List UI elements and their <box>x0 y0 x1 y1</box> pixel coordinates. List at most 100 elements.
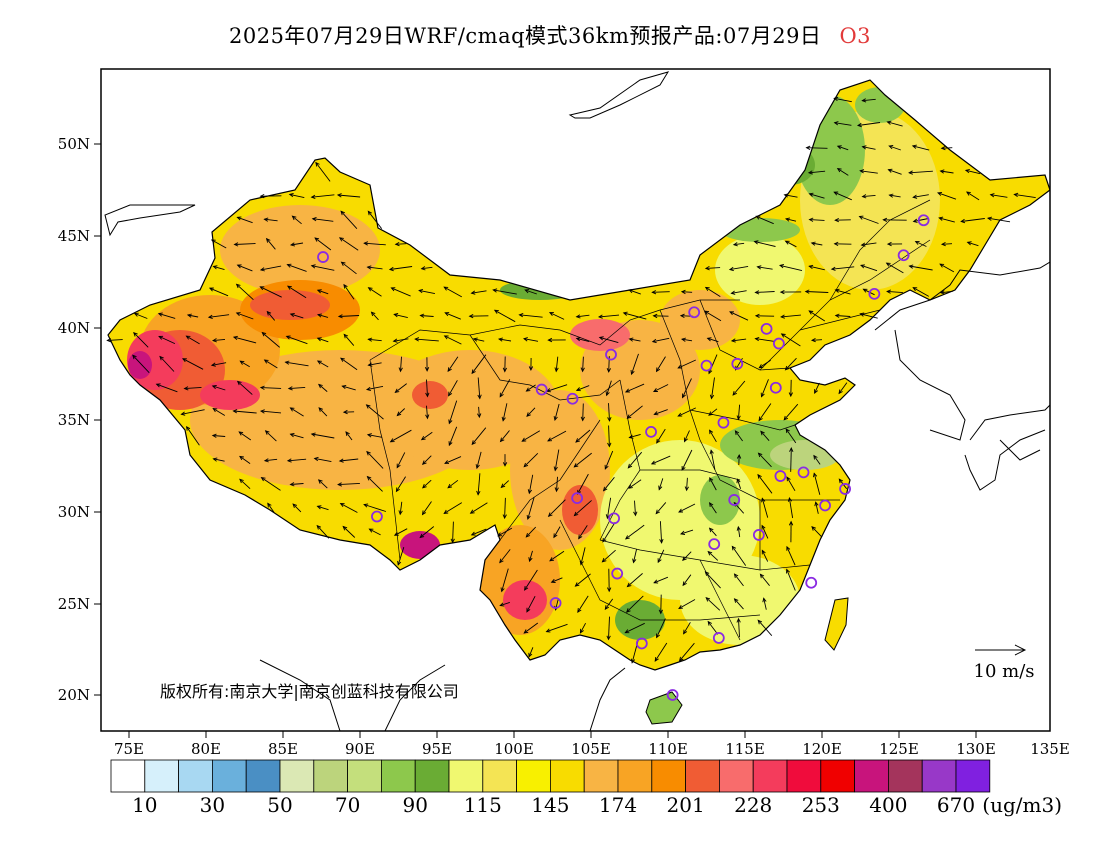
wind-arrow <box>499 549 511 564</box>
wind-arrow <box>757 473 773 494</box>
x-tick-label: 90E <box>345 740 375 758</box>
x-tick-label: 95E <box>422 740 452 758</box>
wind-arrow <box>838 382 848 395</box>
station-marker <box>819 499 831 512</box>
wind-arrow <box>780 314 801 319</box>
wind-arrow <box>367 210 383 229</box>
wind-arrow <box>420 431 433 441</box>
x-tick-label: 100E <box>494 740 534 758</box>
legend-swatch <box>482 759 517 793</box>
wind-arrow <box>940 242 953 247</box>
wind-arrow <box>677 359 696 369</box>
wind-arrow <box>499 379 511 398</box>
legend-swatch <box>752 759 788 793</box>
wind-arrow <box>574 573 591 587</box>
wind-arrow <box>232 409 257 414</box>
wind-arrow <box>287 386 306 391</box>
wind-arrow <box>939 290 954 295</box>
legend-swatch <box>380 759 416 793</box>
wind-arrow <box>604 598 614 610</box>
wind-arrow <box>396 408 406 417</box>
wind-arrow <box>502 497 507 520</box>
station-marker <box>549 597 562 609</box>
wind-arrow <box>394 383 407 394</box>
wind-arrow <box>238 431 252 441</box>
wind-arrow <box>259 409 282 414</box>
legend-swatch <box>550 759 585 793</box>
wind-arrow <box>261 331 280 348</box>
wind-arrow <box>499 430 510 443</box>
y-axis-ticks <box>94 143 101 696</box>
wind-arrow <box>180 409 205 416</box>
wind-arrow <box>316 360 329 368</box>
wind-arrow <box>960 218 985 224</box>
wind-arrow <box>754 336 775 342</box>
y-tick-label: 45N <box>58 227 90 245</box>
wind-arrow <box>340 357 358 371</box>
wind-arrow <box>860 242 877 247</box>
wind-arrow <box>395 476 406 493</box>
legend-tick-label: 253 <box>802 793 840 817</box>
wind-arrow <box>656 428 666 444</box>
wind-arrow <box>259 385 282 390</box>
wind-arrow <box>940 146 953 151</box>
wind-arrow <box>677 407 696 417</box>
wind-arrow <box>211 433 226 438</box>
wind-arrow <box>859 312 878 319</box>
wind-reference-label: 10 m/s <box>974 661 1035 682</box>
wind-arrow <box>366 475 383 492</box>
wind-arrow <box>367 337 382 342</box>
wind-arrow <box>709 429 717 443</box>
station-marker <box>566 392 579 405</box>
wind-arrow <box>343 333 355 346</box>
wind-arrow <box>338 458 359 463</box>
wind-arrow <box>888 145 901 151</box>
wind-arrow <box>315 161 331 182</box>
wind-arrow <box>680 289 693 295</box>
wind-arrow <box>502 454 508 467</box>
wind-arrow <box>549 550 565 562</box>
wind-arrow <box>398 501 403 516</box>
wind-arrow <box>501 403 508 422</box>
wind-arrow <box>208 287 229 297</box>
wind-arrow <box>239 478 251 490</box>
wind-arrow <box>545 623 568 633</box>
wind-arrow <box>632 549 637 564</box>
wind-arrow <box>259 265 282 272</box>
wind-arrow <box>658 594 664 615</box>
wind-arrow <box>607 403 612 422</box>
y-tick-label: 50N <box>58 135 90 153</box>
wind-arrow <box>236 216 253 224</box>
wind-arrow <box>707 620 719 635</box>
wind-arrow <box>605 380 612 397</box>
wind-arrow <box>833 121 852 126</box>
wind-arrow <box>337 482 360 487</box>
wind-arrow <box>284 360 309 367</box>
station-marker <box>797 466 810 479</box>
wind-arrow <box>736 525 741 538</box>
wind-arrow <box>398 356 403 373</box>
wind-arrow <box>553 403 560 421</box>
wind-arrow <box>808 264 825 271</box>
station-marker <box>571 492 584 505</box>
wind-arrow <box>450 521 455 544</box>
wind-arrow <box>548 312 565 320</box>
station-marker <box>769 381 782 394</box>
wind-arrow <box>554 356 559 373</box>
wind-arrow <box>784 217 797 222</box>
pollutant-label: O3 <box>839 24 872 48</box>
wind-arrow <box>580 403 585 422</box>
wind-arrow <box>708 527 717 537</box>
wind-arrow <box>575 385 590 392</box>
wind-arrow <box>788 520 794 543</box>
wind-arrow <box>259 286 282 298</box>
x-tick-label: 120E <box>802 740 842 758</box>
wind-arrow <box>786 476 796 492</box>
wind-arrow <box>547 430 567 442</box>
wind-arrow <box>236 264 253 272</box>
wind-arrow <box>579 622 586 634</box>
wind-arrow <box>783 403 799 421</box>
wind-arrow <box>260 477 281 491</box>
wind-arrow <box>652 313 669 319</box>
wind-arrow <box>575 337 590 343</box>
